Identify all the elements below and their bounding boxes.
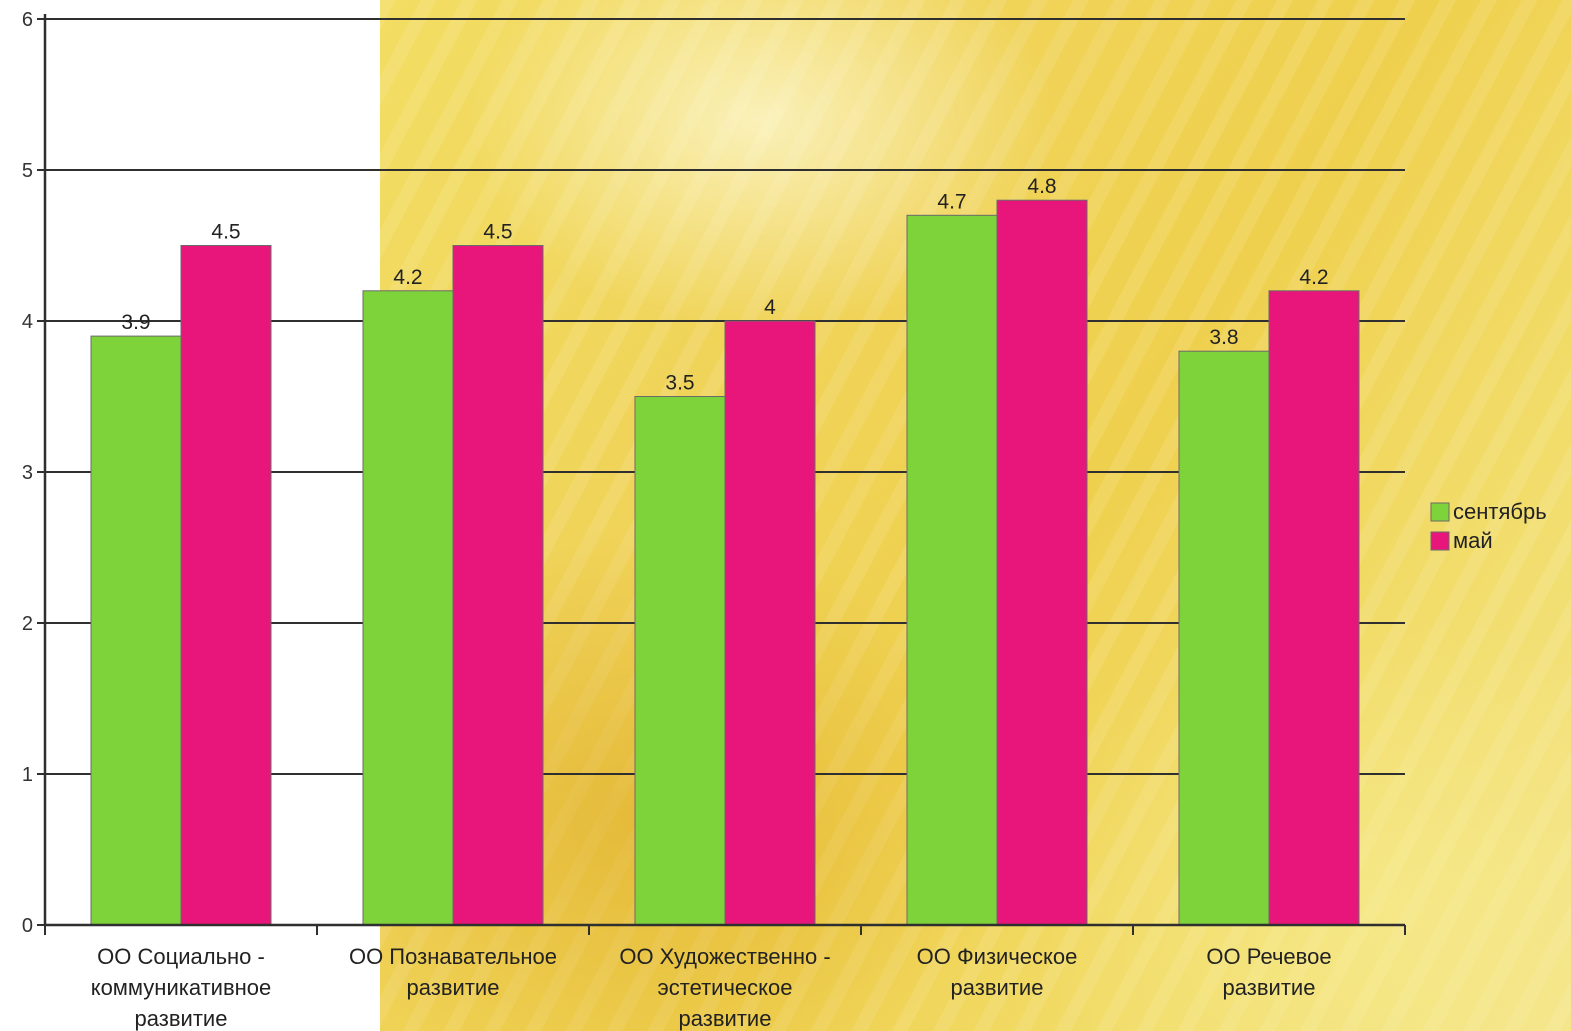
data-label: 4.7 xyxy=(937,190,966,213)
y-tick-label: 5 xyxy=(22,160,33,182)
y-tick-label: 0 xyxy=(22,915,33,937)
legend-label: сентябрь xyxy=(1453,499,1547,524)
bar-май-3 xyxy=(996,199,1088,926)
bar-май-0 xyxy=(180,245,272,926)
bar-сентябрь-4 xyxy=(1178,350,1270,926)
x-category-label: ОО Физическое развитие xyxy=(917,944,1078,1000)
data-label: 4 xyxy=(764,296,776,319)
x-category-label: ОО Социально -коммуникативное развитие xyxy=(91,944,272,1031)
bar-сентябрь-1 xyxy=(362,290,454,926)
x-category-label: ОО Речевое развитие xyxy=(1206,944,1331,1000)
bar-май-2 xyxy=(724,320,816,926)
legend-swatch-сентябрь xyxy=(1430,502,1450,522)
bar-сентябрь-0 xyxy=(90,335,182,926)
y-tick-label: 4 xyxy=(22,311,33,333)
data-label: 3.9 xyxy=(121,311,150,334)
data-labels: 3.9 4.5 4.2 4.5 3.5 4 4.7 4.8 3.8 4.2 xyxy=(121,175,1328,394)
data-label: 4.5 xyxy=(211,221,240,244)
bar-май-4 xyxy=(1268,290,1360,926)
y-tick-label: 6 xyxy=(22,9,33,31)
legend-label: май xyxy=(1453,528,1493,553)
legend-swatch-май xyxy=(1430,531,1450,551)
data-label: 4.2 xyxy=(393,266,422,289)
data-label: 4.2 xyxy=(1299,266,1328,289)
bar-май-1 xyxy=(452,245,544,926)
y-axis-tick-labels: 0 1 2 3 4 5 6 xyxy=(22,9,33,937)
y-tick-label: 3 xyxy=(22,462,33,484)
bar-сентябрь-2 xyxy=(634,396,726,926)
data-label: 3.8 xyxy=(1209,326,1238,349)
bars xyxy=(90,199,1360,926)
x-axis-category-labels: ОО Социально -коммуникативное развитие ОО … xyxy=(91,944,1332,1031)
x-category-label: ОО Познавательное развитие xyxy=(349,944,557,1000)
y-tick-label: 1 xyxy=(22,764,33,786)
x-category-label: ОО Художественно -эстетическое развитие xyxy=(619,944,830,1031)
axes xyxy=(37,14,1406,935)
bar-сентябрь-3 xyxy=(906,214,998,926)
y-tick-label: 2 xyxy=(22,613,33,635)
data-label: 4.8 xyxy=(1027,175,1056,198)
data-label: 4.5 xyxy=(483,221,512,244)
data-label: 3.5 xyxy=(665,372,694,395)
legend: сентябрь май xyxy=(1430,499,1547,553)
